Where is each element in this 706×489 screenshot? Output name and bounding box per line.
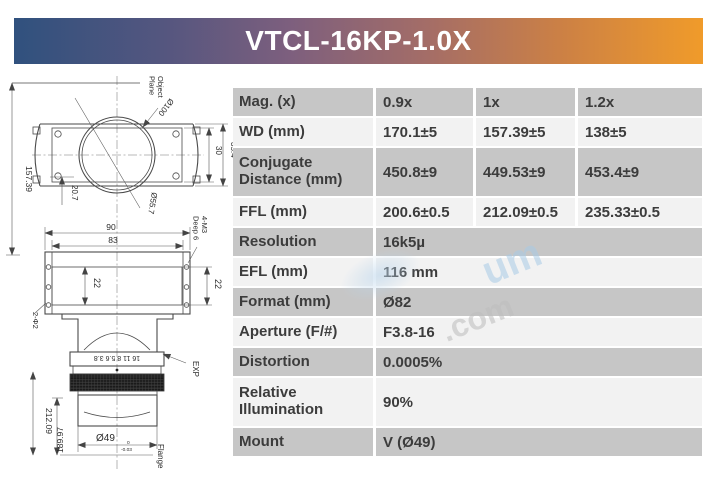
table-row: EFL (mm) 116 mm	[233, 258, 702, 286]
dim-inner-width: 83	[108, 235, 118, 245]
dim-ffl: 212.09	[44, 408, 54, 434]
lens-technical-drawing: Object Plane 157.39 35.4	[6, 76, 233, 470]
knurled-focus-ring	[69, 373, 165, 392]
dim-hole-span: 30	[214, 146, 223, 155]
spec-value: 212.09±0.5	[476, 198, 575, 226]
spec-value: 138±5	[578, 118, 702, 146]
dim-clear-aperture: Ø55.7	[146, 192, 159, 216]
spec-label: Resolution	[233, 228, 373, 256]
dim-body-width: 90	[106, 222, 116, 232]
spec-table: Mag. (x) 0.9x 1x 1.2x WD (mm) 170.1±5 15…	[233, 88, 702, 456]
dim-total-length: 157.39	[24, 166, 34, 192]
spec-value: 1x	[476, 88, 575, 116]
table-row: Aperture (F/#) F3.8-16	[233, 318, 702, 346]
dim-front-offset: 20.7	[70, 185, 79, 201]
spec-value: Ø82	[376, 288, 702, 316]
table-row: Relative Illumination 90%	[233, 378, 702, 426]
dim-flange-distance: 189.97	[55, 427, 65, 453]
aperture-ring: 16 11 8 5.6 3.8	[69, 351, 165, 392]
spec-value: 170.1±5	[376, 118, 473, 146]
table-row: WD (mm) 170.1±5 157.39±5 138±5	[233, 118, 702, 146]
exit-pupil-label: EXP	[191, 361, 200, 377]
table-row: Format (mm) Ø82	[233, 288, 702, 316]
thread-note: 4-M3 Deep 6	[192, 216, 210, 240]
aperture-index-dot	[115, 368, 119, 372]
spec-value: 235.33±0.5	[578, 198, 702, 226]
tolerance-lower: -0.03	[121, 447, 132, 453]
spec-value: 449.53±9	[476, 148, 575, 196]
spec-value: 1.2x	[578, 88, 702, 116]
table-row: Distortion 0.0005%	[233, 348, 702, 376]
title-banner: VTCL-16KP-1.0X	[14, 18, 703, 64]
spec-label: Distortion	[233, 348, 373, 376]
page-title: VTCL-16KP-1.0X	[245, 25, 472, 56]
mount-barrel	[77, 390, 158, 427]
dim-window-height: 22	[92, 278, 102, 288]
spec-value: 450.8±9	[376, 148, 473, 196]
spec-value: V (Ø49)	[376, 428, 702, 456]
aperture-scale: 16 11 8 5.6 3.8	[94, 354, 140, 361]
barrel-transition	[61, 314, 174, 352]
table-row: Mag. (x) 0.9x 1x 1.2x	[233, 88, 702, 116]
spec-value: 157.39±5	[476, 118, 575, 146]
spec-value: 200.6±0.5	[376, 198, 473, 226]
spec-label: Mag. (x)	[233, 88, 373, 116]
pin-note: 2-Φ2	[31, 312, 40, 329]
table-row: FFL (mm) 200.6±0.5 212.09±0.5 235.33±0.5	[233, 198, 702, 226]
spec-value: 90%	[376, 378, 702, 426]
dim-plate-height: 35.4	[229, 142, 233, 158]
spec-label: WD (mm)	[233, 118, 373, 146]
spec-label: Mount	[233, 428, 373, 456]
dim-window-height-right: 22	[213, 279, 223, 289]
table-row: Resolution 16k5µ	[233, 228, 702, 256]
flange-label: Flange	[156, 444, 165, 469]
spec-label: Relative Illumination	[233, 378, 373, 426]
spec-label: Aperture (F/#)	[233, 318, 373, 346]
main-body	[44, 251, 191, 315]
centerlines	[32, 76, 204, 470]
spec-value: 0.0005%	[376, 348, 702, 376]
table-row: Conjugate Distance (mm) 450.8±9 449.53±9…	[233, 148, 702, 196]
spec-label: Conjugate Distance (mm)	[233, 148, 373, 196]
front-lens-group	[32, 116, 201, 194]
table-row: Mount V (Ø49)	[233, 428, 702, 456]
dim-front-diameter: Ø100	[156, 97, 175, 118]
spec-label: Format (mm)	[233, 288, 373, 316]
spec-value: F3.8-16	[376, 318, 702, 346]
spec-label: FFL (mm)	[233, 198, 373, 226]
spec-label: EFL (mm)	[233, 258, 373, 286]
dim-mount-diameter: Ø49	[96, 433, 115, 444]
spec-value: 116 mm	[376, 258, 702, 286]
spec-value: 0.9x	[376, 88, 473, 116]
spec-value: 453.4±9	[578, 148, 702, 196]
object-plane-label: Object Plane	[148, 76, 166, 100]
spec-value: 16k5µ	[376, 228, 702, 256]
